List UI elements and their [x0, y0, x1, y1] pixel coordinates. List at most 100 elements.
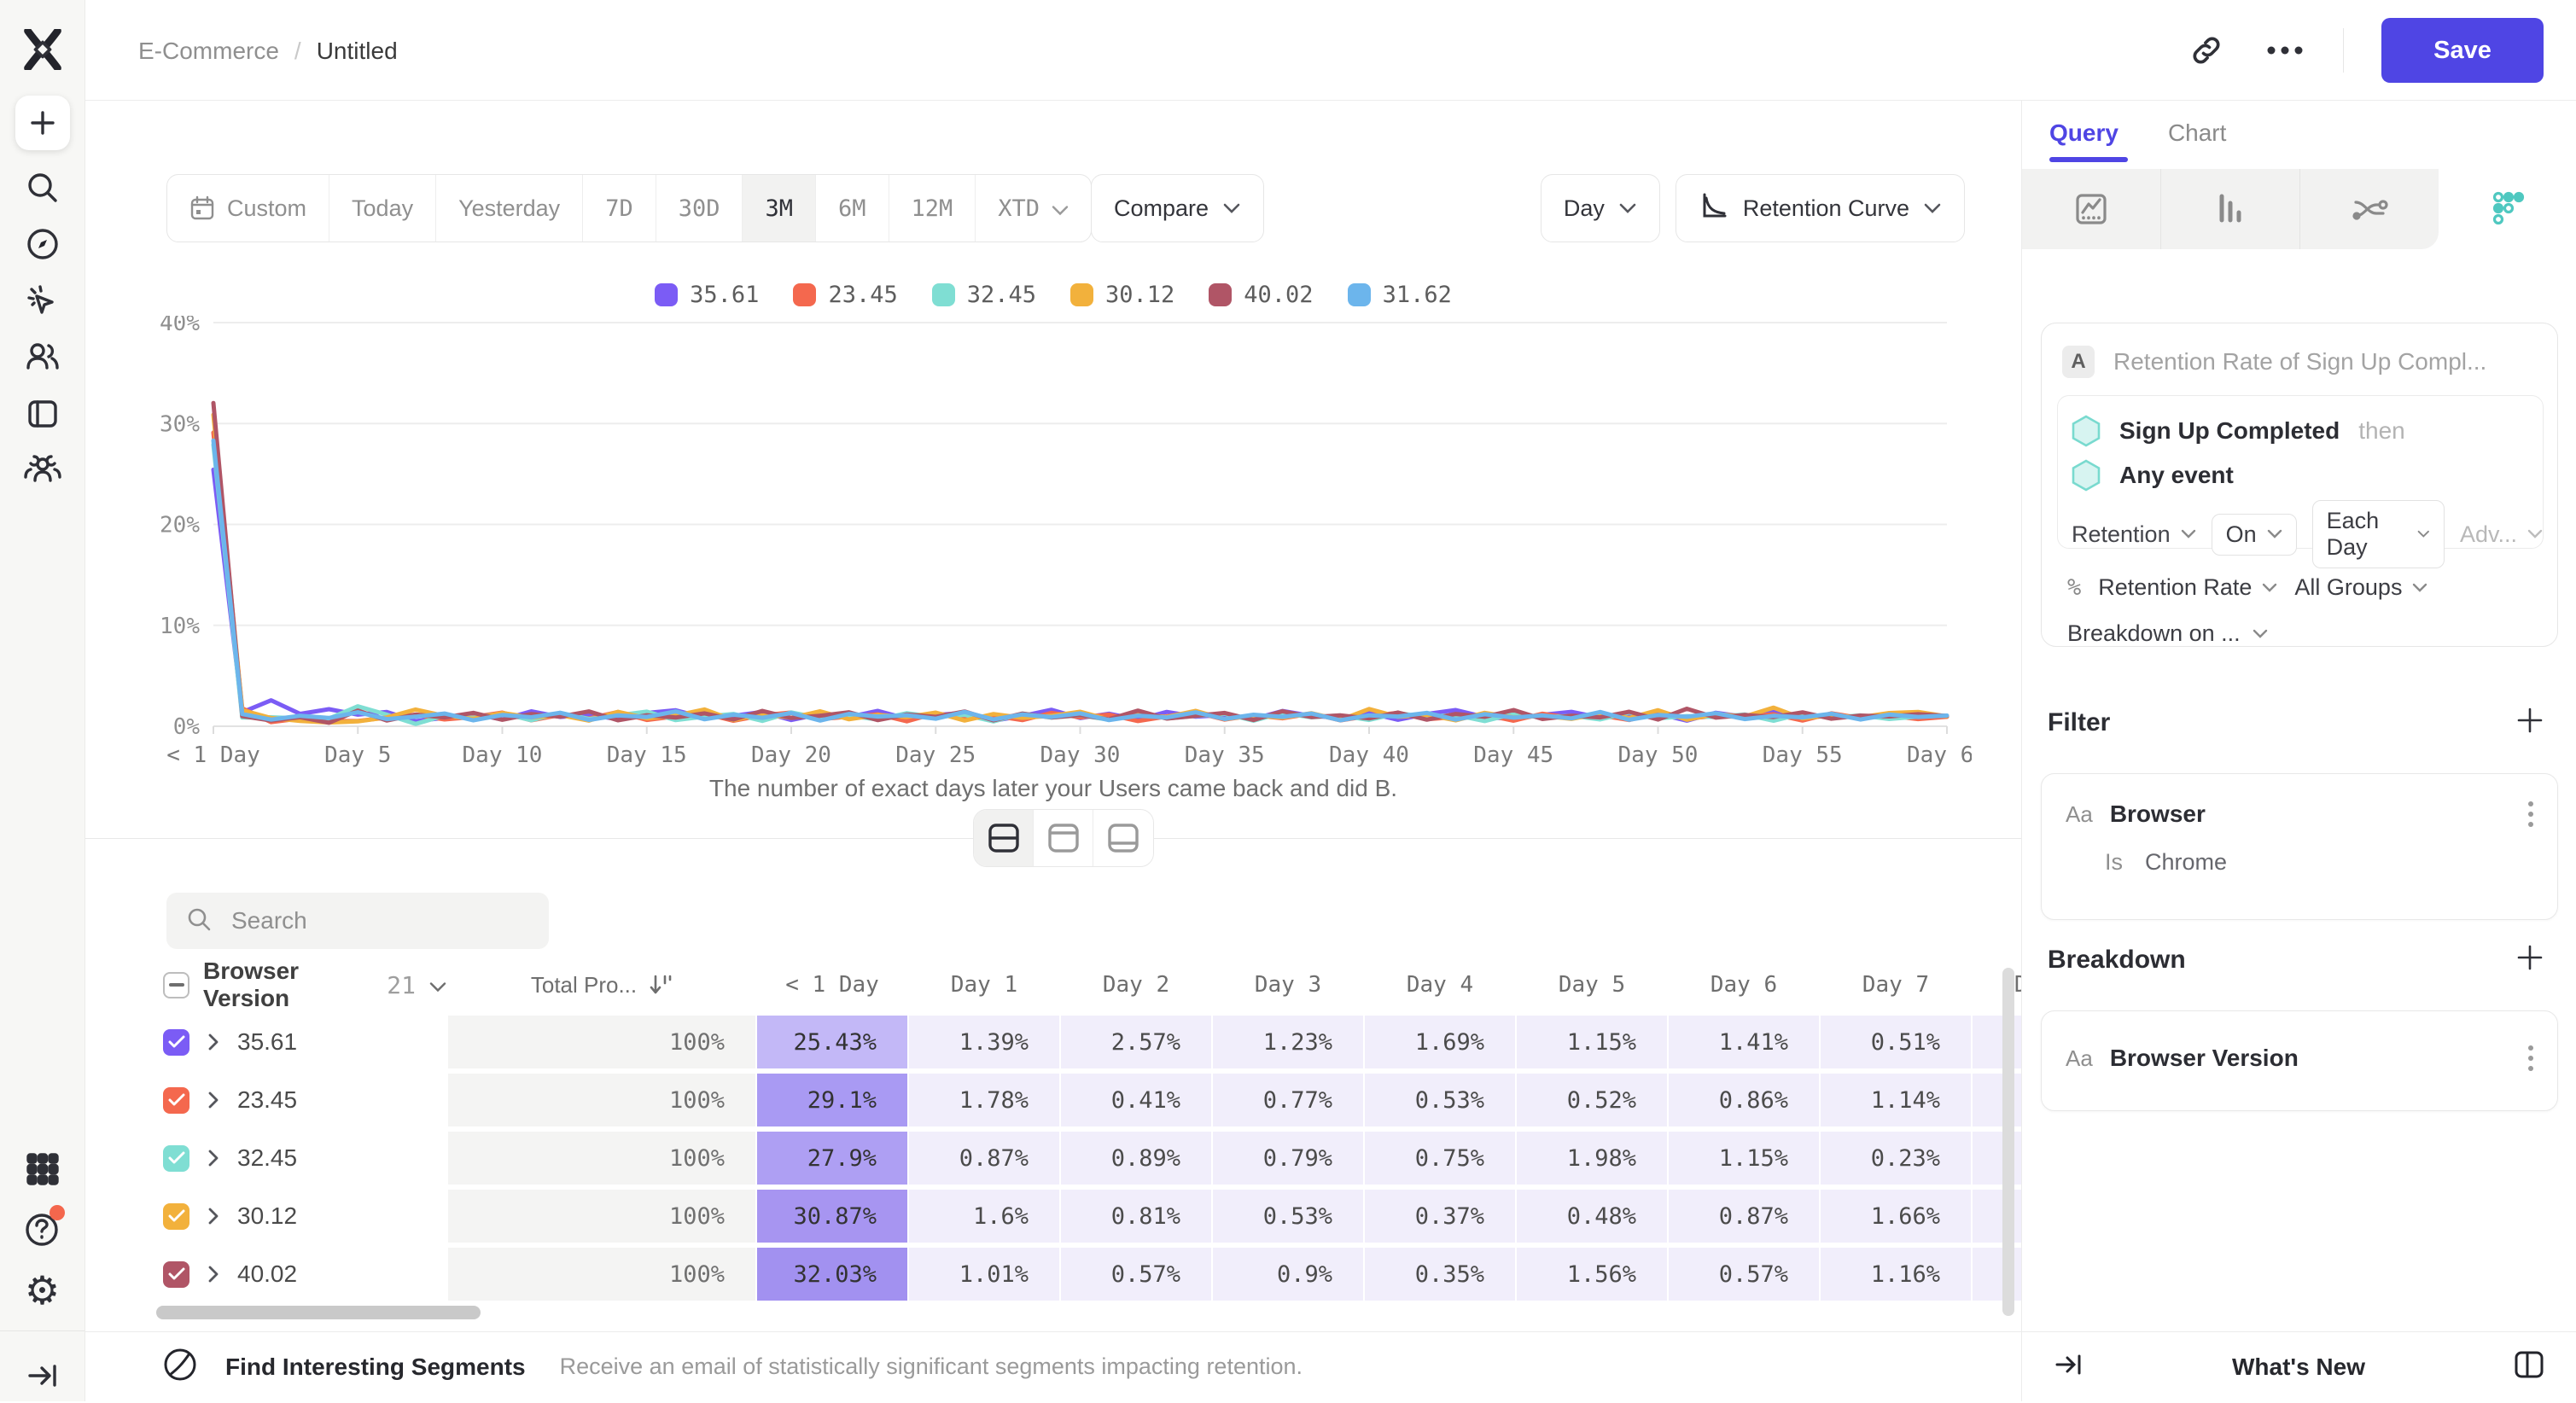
expand-row-icon[interactable]	[207, 1033, 220, 1051]
day-column-header[interactable]: Day 1	[950, 972, 1018, 998]
search-input[interactable]	[231, 907, 504, 934]
report-tab-retention[interactable]	[2439, 169, 2576, 249]
range-30d[interactable]: 30D	[656, 175, 743, 242]
day-column-header[interactable]: Day 8	[2014, 972, 2021, 998]
range-xtd[interactable]: XTD	[976, 175, 1091, 242]
report-title[interactable]: Untitled	[316, 38, 398, 64]
layout-table-only-toggle[interactable]	[1093, 810, 1153, 866]
sort-descending-icon[interactable]	[649, 972, 673, 998]
each-day-dropdown[interactable]: Each Day	[2311, 500, 2445, 568]
add-breakdown-button[interactable]	[2513, 940, 2547, 975]
chart-type-button[interactable]: Retention Curve	[1675, 174, 1965, 242]
apps-grid-icon[interactable]	[15, 1142, 70, 1196]
day-column-header[interactable]: Day 2	[1102, 972, 1170, 998]
range-today[interactable]: Today	[329, 175, 437, 242]
row-checkbox[interactable]	[163, 1028, 189, 1056]
group-column-header[interactable]: Browser Version 21	[156, 958, 446, 1011]
granularity-button[interactable]: Day	[1540, 174, 1660, 242]
row-checkbox[interactable]	[163, 1086, 189, 1114]
whats-new-button[interactable]: What's New	[2231, 1353, 2365, 1380]
settings-gear-icon[interactable]: ⚙	[24, 1267, 61, 1313]
groups-dropdown[interactable]: All Groups	[2294, 574, 2427, 601]
table-search[interactable]	[166, 893, 549, 949]
expand-row-icon[interactable]	[207, 1149, 220, 1167]
tab-query[interactable]: Query	[2049, 119, 2118, 146]
filter-operator[interactable]: Is	[2105, 849, 2124, 875]
series-line-30.12[interactable]	[211, 412, 1949, 725]
breakdown-card[interactable]: Aa Browser Version	[2041, 1010, 2558, 1111]
boards-icon[interactable]	[15, 387, 70, 441]
row-label-35.61[interactable]: 35.61	[156, 1016, 446, 1068]
range-6m[interactable]: 6M	[816, 175, 889, 242]
add-filter-button[interactable]	[2513, 703, 2547, 737]
total-column-header[interactable]: Total Pro...	[448, 961, 755, 1009]
row-label-23.45[interactable]: 23.45	[156, 1074, 446, 1126]
users-icon[interactable]	[15, 329, 70, 384]
filter-card[interactable]: Aa Browser Is Chrome	[2041, 773, 2558, 920]
breakdown-menu-icon[interactable]	[2525, 1042, 2537, 1074]
compare-button[interactable]: Compare	[1091, 174, 1265, 242]
report-tab-funnels[interactable]	[2161, 169, 2300, 249]
discover-icon[interactable]	[15, 217, 70, 271]
query-title[interactable]: Retention Rate of Sign Up Compl...	[2113, 348, 2487, 375]
range-custom[interactable]: Custom	[167, 175, 330, 242]
row-label-40.02[interactable]: 40.02	[156, 1248, 446, 1301]
more-options-icon[interactable]	[2264, 30, 2305, 71]
horizontal-scrollbar[interactable]	[156, 1306, 481, 1319]
on-dropdown[interactable]: On	[2211, 513, 2297, 556]
expand-row-icon[interactable]	[207, 1091, 220, 1109]
range-3m[interactable]: 3M	[743, 175, 816, 242]
day-column-header[interactable]: < 1 Day	[785, 972, 879, 998]
report-tab-insights[interactable]	[2022, 169, 2161, 249]
row-checkbox[interactable]	[163, 1202, 189, 1230]
vertical-scrollbar[interactable]	[2002, 968, 2014, 1316]
legend-item-35.61[interactable]: 35.61	[655, 282, 759, 308]
filter-menu-icon[interactable]	[2525, 798, 2537, 830]
legend-item-31.62[interactable]: 31.62	[1347, 282, 1452, 308]
layout-split-toggle[interactable]	[974, 810, 1034, 866]
legend-item-23.45[interactable]: 23.45	[793, 282, 898, 308]
series-line-40.02[interactable]	[211, 400, 1949, 725]
range-7d[interactable]: 7D	[583, 175, 656, 242]
events-icon[interactable]	[15, 273, 70, 328]
select-all-checkbox[interactable]	[163, 971, 189, 998]
copy-link-icon[interactable]	[2186, 30, 2227, 71]
find-segments-button[interactable]: Find Interesting Segments	[225, 1353, 526, 1380]
retention-type-dropdown[interactable]: Retention	[2072, 521, 2196, 548]
filter-value[interactable]: Chrome	[2145, 849, 2228, 875]
create-button[interactable]	[15, 96, 70, 150]
range-12m[interactable]: 12M	[889, 175, 976, 242]
row-checkbox[interactable]	[163, 1260, 189, 1288]
panel-layout-icon[interactable]	[2512, 1349, 2546, 1384]
day-column-header[interactable]: Day 6	[1710, 972, 1778, 998]
breadcrumb-project[interactable]: E-Commerce	[138, 38, 279, 64]
search-nav-icon[interactable]	[15, 160, 70, 215]
breakdown-on-dropdown[interactable]: Breakdown on ...	[2067, 620, 2268, 647]
cohorts-icon[interactable]	[15, 444, 70, 498]
advanced-dropdown[interactable]: Adv...	[2460, 521, 2543, 548]
series-line-32.45[interactable]	[211, 442, 1949, 726]
row-label-32.45[interactable]: 32.45	[156, 1132, 446, 1185]
day-column-header[interactable]: Day 4	[1406, 972, 1474, 998]
legend-item-30.12[interactable]: 30.12	[1070, 282, 1174, 308]
legend-item-40.02[interactable]: 40.02	[1209, 282, 1314, 308]
return-event-row[interactable]: Any event	[2072, 459, 2234, 492]
expand-row-icon[interactable]	[207, 1265, 220, 1284]
save-button[interactable]: Save	[2381, 18, 2544, 83]
series-line-31.62[interactable]	[211, 438, 1949, 723]
help-icon[interactable]	[15, 1202, 70, 1256]
day-column-header[interactable]: Day 5	[1558, 972, 1626, 998]
row-label-30.12[interactable]: 30.12	[156, 1190, 446, 1243]
expand-row-icon[interactable]	[207, 1207, 220, 1225]
series-line-35.61[interactable]	[211, 467, 1949, 724]
mixpanel-logo[interactable]	[15, 22, 70, 77]
expand-sidebar-icon[interactable]	[15, 1348, 70, 1403]
legend-item-32.45[interactable]: 32.45	[931, 282, 1036, 308]
row-checkbox[interactable]	[163, 1144, 189, 1172]
day-column-header[interactable]: Day 3	[1254, 972, 1322, 998]
series-line-23.45[interactable]	[211, 430, 1949, 725]
day-column-header[interactable]: Day 7	[1862, 972, 1930, 998]
report-tab-flows[interactable]	[2300, 169, 2439, 249]
range-yesterday[interactable]: Yesterday	[436, 175, 584, 242]
tab-chart[interactable]: Chart	[2167, 119, 2227, 146]
